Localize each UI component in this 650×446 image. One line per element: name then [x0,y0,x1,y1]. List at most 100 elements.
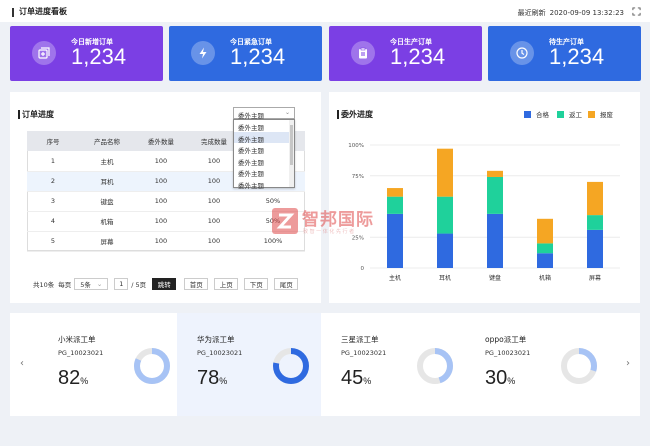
table-row[interactable]: 5 屏幕 100 100 100% [27,231,305,252]
work-order-name: 华为派工单 [197,335,235,344]
watermark-tagline: 致 智 一 体 化 先 行 者 [303,229,355,235]
table-cell: 100 [187,191,241,212]
legend-item: 合格 [524,109,549,119]
work-order-name: 小米派工单 [58,335,96,344]
theme-select-value: 委外主题 [238,112,264,120]
x-tick-label: 主机 [389,274,401,282]
y-tick-label: 100% [348,143,364,149]
prev-page-button[interactable]: 上页 [214,278,239,290]
bar-segment [387,196,403,214]
legend-swatch [588,110,595,118]
page-input-value: 1 [119,280,124,288]
percent-value: 45 [341,367,364,389]
donut-progress [561,348,597,384]
pagination: 共10条 每页 5条 ⌄ 1 / 5页 跳转 首页 上页 下页 尾页 [33,278,299,290]
table-cell: 屏幕 [79,231,135,252]
chevron-down-icon: ⌄ [96,280,103,288]
work-order-percent: 30% [485,367,515,390]
table-row[interactable]: 3 键盘 100 100 50% [27,191,305,212]
legend-label: 返工 [569,111,582,119]
y-tick-label: 25% [352,235,364,241]
last-page-button[interactable]: 尾页 [274,278,299,290]
table-cell: 1 [27,151,79,172]
bar-segment [537,253,553,268]
fullscreen-icon[interactable] [632,7,641,16]
donut-progress [273,348,309,384]
percent-unit: % [507,376,516,386]
add-box-icon [32,41,56,65]
table-cell: 100 [187,211,241,232]
bar-segment [437,148,453,197]
zhibang-logo [272,208,298,234]
work-order-code: PG_10023021 [197,349,243,357]
work-order-percent: 78% [197,367,227,390]
kpi-value: 1,234 [390,44,446,69]
table-cell: 主机 [79,151,135,172]
x-tick-label: 屏幕 [589,274,601,282]
table-cell: 耳机 [79,171,135,192]
chevron-down-icon: ⌄ [284,109,290,116]
percent-unit: % [219,376,228,386]
table-cell: 100 [135,151,187,172]
kpi-value: 1,234 [230,44,286,69]
theme-option[interactable]: 委外主题 [238,147,264,155]
theme-option[interactable]: 委外主题 [238,158,264,167]
legend-label: 合格 [536,111,549,119]
legend-item: 返工 [557,109,582,119]
first-page-button[interactable]: 首页 [184,278,209,290]
theme-option[interactable]: 委外主题 [238,170,264,178]
bar-segment [587,229,603,268]
legend-item: 报废 [588,109,613,119]
table-cell: 2 [27,171,79,192]
work-order-code: PG_10023021 [485,349,531,357]
next-page-button[interactable]: 下页 [244,278,269,290]
kpi-label: 今日新增订单 [71,38,113,46]
table-cell: 100 [187,231,241,252]
work-order-card[interactable]: 小米派工单 PG_10023021 82% [38,313,182,416]
column-header: 产品名称 [79,131,135,151]
donut-progress [134,348,170,384]
page-input[interactable]: 1 [114,278,129,290]
percent-value: 82 [58,367,81,389]
x-tick-label: 键盘 [489,274,501,282]
per-page-value: 5条 [80,281,91,289]
table-cell: 5 [27,231,79,252]
panel-title: 委外进度 [337,110,373,119]
progress-donut [561,348,597,384]
work-order-card[interactable]: 三星派工单 PG_10023021 45% [321,313,465,416]
table-cell: 100 [135,211,187,232]
per-page-label: 每页 [58,281,72,289]
column-header: 完成数量 [187,131,241,151]
theme-option[interactable]: 委外主题 [238,181,264,190]
table-cell: 100 [187,171,241,192]
per-page-select[interactable]: 5条 ⌄ [74,278,109,290]
theme-select-options: 委外主题 委外主题 委外主题 委外主题 委外主题 委外主题 [233,119,295,190]
table-row[interactable]: 4机箱10010050% [27,211,305,232]
percent-unit: % [363,376,372,386]
watermark: 智邦国际 致 智 一 体 化 先 行 者 [272,202,402,242]
chevron-right-icon[interactable]: › [626,358,630,369]
bar-segment [587,215,603,230]
work-order-card[interactable]: oppo派工单 PG_10023021 30% [465,313,609,416]
work-order-panel: ‹ › 小米派工单 PG_10023021 82% 华为派工单 PG_10023021 7… [10,313,640,416]
kpi-label: 今日紧急订单 [230,38,272,46]
theme-option[interactable]: 委外主题 [234,131,294,144]
kpi-card-pending-orders: 待生产订单 1,234 [488,26,641,81]
progress-donut [417,348,453,384]
kpi-label: 待生产订单 [549,38,584,46]
panel-title: 订单进度 [18,110,54,119]
jump-button[interactable]: 跳转 [152,278,177,290]
bar-segment [437,196,453,234]
work-order-card[interactable]: 华为派工单 PG_10023021 78% [177,313,321,416]
bar-segment [487,170,503,177]
outsourcing-chart: 0 25% 75% 100% 主机 耳机 键盘 机箱 屏幕 [348,143,620,282]
bar-segment [387,213,403,268]
scrollbar[interactable] [289,120,294,187]
bar-segment [487,213,503,268]
bar-segment [437,233,453,268]
theme-select[interactable]: 委外主题 ⌄ [233,107,295,120]
page-title: 订单进度看板 [19,7,67,16]
chevron-left-icon[interactable]: ‹ [20,358,24,369]
theme-option[interactable]: 委外主题 [238,124,264,132]
y-tick-label: 0 [361,266,365,272]
